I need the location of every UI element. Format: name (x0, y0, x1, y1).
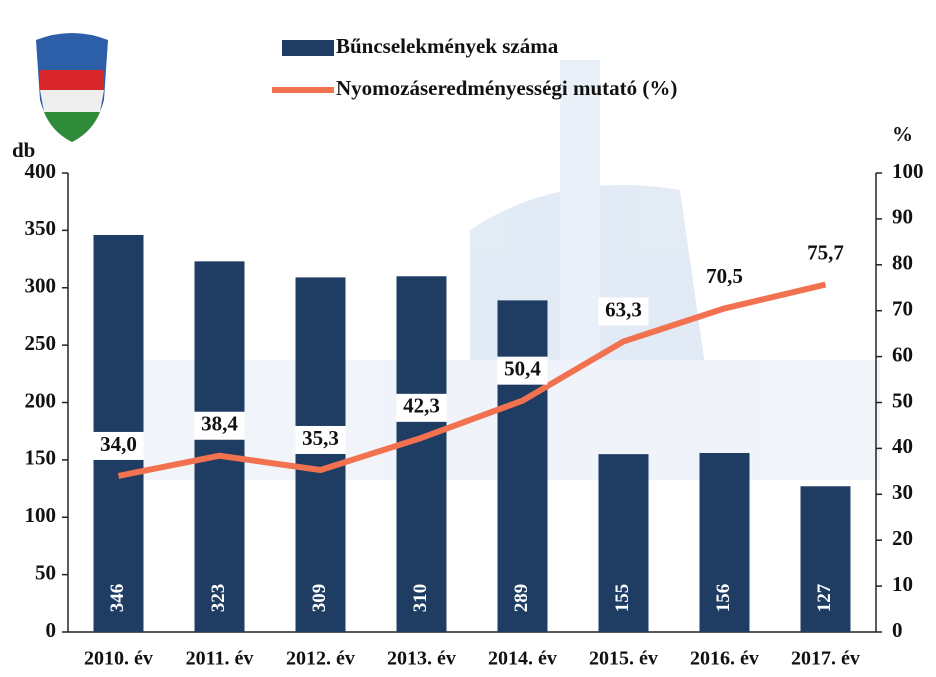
line-value-label: 42,3 (403, 394, 440, 418)
x-tick-label: 2011. év (186, 648, 254, 670)
data-label-box (800, 240, 851, 269)
bar-value-label: 289 (511, 584, 532, 613)
bar (194, 261, 245, 632)
y2-tick-label: 60 (892, 342, 913, 366)
legend-label: Bűncselekmények száma (336, 34, 559, 58)
y2-tick-label: 20 (892, 526, 913, 550)
data-label-box (497, 356, 548, 385)
y-tick-label: 0 (46, 618, 57, 642)
y2-tick-label: 10 (892, 572, 913, 596)
y-tick-label: 250 (25, 331, 57, 355)
x-tick-label: 2012. év (286, 648, 355, 670)
y-tick-label: 350 (25, 216, 57, 240)
line (117, 281, 827, 479)
y-tick-label: 100 (25, 503, 57, 527)
bar (598, 454, 649, 632)
y2-tick-label: 50 (892, 388, 913, 412)
x-tick-label: 2016. év (690, 648, 759, 670)
y2-tick-label: 40 (892, 434, 913, 458)
bar (295, 277, 346, 632)
y2-tick-label: 80 (892, 251, 913, 275)
y2-axis-label: % (892, 122, 913, 146)
logo (36, 33, 108, 142)
legend-label: Nyomozáseredményességi mutató (%) (336, 76, 677, 100)
bar-value-label: 127 (814, 583, 835, 612)
bar-value-label: 309 (309, 584, 330, 613)
bar-value-label: 310 (410, 584, 431, 613)
line-value-label: 50,4 (504, 356, 541, 380)
y2-tick-label: 100 (892, 159, 924, 183)
bar-value-label: 156 (713, 584, 734, 613)
x-tick-label: 2015. év (589, 648, 658, 670)
y-tick-label: 150 (25, 446, 57, 470)
y-axis-label: db (12, 138, 35, 162)
y2-tick-label: 70 (892, 297, 913, 321)
line-value-label: 70,5 (706, 264, 743, 288)
data-label-box (93, 431, 144, 460)
data-label-box (396, 393, 447, 422)
y2-tick-label: 90 (892, 205, 913, 229)
bar (699, 452, 750, 632)
y-tick-label: 50 (35, 560, 56, 584)
x-tick-label: 2013. év (387, 648, 456, 670)
bar-value-label: 155 (612, 584, 633, 613)
data-label-box (598, 297, 649, 326)
data-label-box (295, 425, 346, 454)
legend-swatch (282, 40, 334, 56)
logo-stripe (40, 90, 104, 112)
bar-value-label: 346 (107, 584, 128, 613)
bar (396, 276, 447, 632)
y-tick-label: 300 (25, 274, 57, 298)
line-value-label: 35,3 (302, 426, 339, 450)
y2-tick-label: 30 (892, 480, 913, 504)
line-value-label: 63,3 (605, 297, 642, 321)
y-tick-label: 200 (25, 388, 57, 412)
y-tick-label: 400 (25, 159, 57, 183)
logo-stripe (44, 112, 100, 142)
data-label-box (194, 411, 245, 440)
x-tick-label: 2014. év (488, 648, 557, 670)
y2-tick-label: 0 (892, 618, 903, 642)
data-label-box (699, 264, 750, 293)
tower-shape (560, 60, 600, 460)
bar (800, 486, 851, 632)
logo-stripe (40, 70, 104, 90)
line-value-label: 75,7 (807, 240, 844, 264)
line-value-label: 38,4 (201, 412, 238, 436)
bar-value-label: 323 (208, 584, 229, 613)
x-tick-label: 2010. év (84, 648, 153, 670)
line-value-label: 34,0 (100, 432, 137, 456)
x-tick-label: 2017. év (791, 648, 860, 670)
bar (497, 300, 548, 632)
